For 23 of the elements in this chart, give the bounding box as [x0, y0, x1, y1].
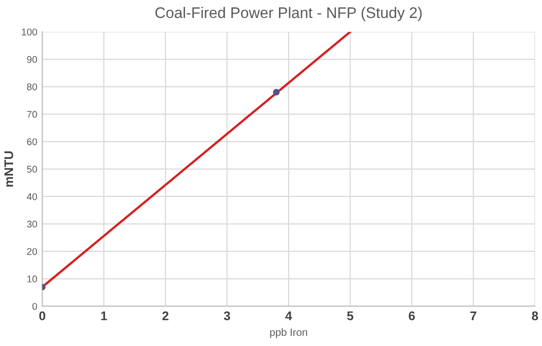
x-axis-title: ppb Iron: [270, 328, 308, 338]
y-tick-label: 30: [26, 220, 38, 228]
x-tick-label: 4: [285, 312, 292, 320]
y-tick-label: 40: [26, 193, 38, 200]
x-tick-label: 7: [470, 312, 476, 320]
y-tick-label: 20: [27, 248, 38, 255]
y-axis-title: mNTU: [4, 151, 14, 187]
y-tick-label: 80: [27, 83, 38, 90]
y-tick-label: 10: [27, 276, 38, 282]
y-tick-label: 70: [27, 110, 38, 118]
x-tick-label: 1: [101, 312, 107, 320]
y-tick-label: 50: [26, 166, 38, 173]
y-tick-label: 90: [27, 56, 38, 63]
x-tick-label: 5: [347, 312, 354, 320]
chart-title: Coal-Fired Power Plant - NFP (Study 2): [155, 6, 422, 22]
y-tick-label: 60: [27, 138, 38, 146]
x-tick-label: 6: [408, 311, 415, 320]
x-tick-label: 8: [532, 311, 538, 320]
y-tick-label: 100: [22, 28, 38, 36]
x-tick-label: 0: [39, 311, 46, 320]
y-tick-label: 0: [32, 302, 38, 310]
x-tick-label: 3: [224, 311, 230, 320]
x-tick-label: 2: [162, 311, 168, 320]
